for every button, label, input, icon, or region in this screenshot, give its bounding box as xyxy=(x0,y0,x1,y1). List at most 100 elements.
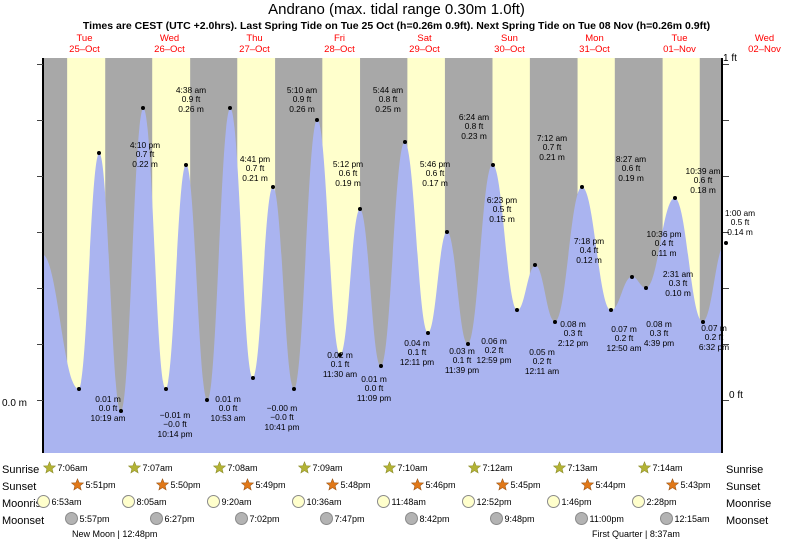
astro-time: 5:57pm xyxy=(79,513,110,524)
tide-label-time: 10:19 am xyxy=(90,412,126,423)
tide-label-meters: 0.10 m xyxy=(665,287,691,298)
astro-cell-sunrise-3: 7:09am xyxy=(297,461,343,474)
day-header-sun-5: Sun 30–Oct xyxy=(475,33,545,55)
sunrise-star-icon xyxy=(127,461,141,474)
day-header-dow: Sat xyxy=(417,33,432,44)
tide-label-time: 11:39 pm xyxy=(444,364,480,375)
row-label-moonset-left: Moonset xyxy=(2,515,45,527)
day-header-wed-8: Wed 02–Nov xyxy=(730,33,793,55)
sunset-star-icon xyxy=(70,478,84,491)
astro-time: 12:52pm xyxy=(476,496,512,507)
tide-label-time: 10:41 pm xyxy=(264,421,300,432)
tide-label-feet: 0.1 ft xyxy=(452,355,472,366)
astro-time: 7:08am xyxy=(227,462,258,473)
astro-cell-moonrise-6: 1:46pm xyxy=(546,495,592,508)
moon-phase-1: First Quarter | 8:37am xyxy=(592,529,680,539)
tide-point-marker xyxy=(97,151,102,156)
day-header-date: 27–Oct xyxy=(239,44,270,55)
axis-label-1ft: 1 ft xyxy=(723,53,737,64)
sunset-star-icon xyxy=(665,478,679,491)
astro-time: 5:51pm xyxy=(85,479,116,490)
tide-subtitle: Times are CEST (UTC +2.0hrs). Last Sprin… xyxy=(82,20,711,32)
tide-label-feet: 0.7 ft xyxy=(542,142,562,153)
tide-point-marker xyxy=(672,196,677,201)
tide-label-meters: 0.17 m xyxy=(422,177,448,188)
tide-label-high-3: 4:38 am 0.9 ft 0.26 m xyxy=(161,85,221,114)
sunrise-star-icon xyxy=(212,461,226,474)
tide-label-feet: 0.3 ft xyxy=(563,328,583,339)
astro-time: 5:45pm xyxy=(510,479,541,490)
tide-point-marker xyxy=(378,364,383,369)
axis-tick xyxy=(723,63,729,65)
sunrise-star-icon xyxy=(297,461,311,474)
axis-tick xyxy=(723,231,729,233)
astro-time: 11:00pm xyxy=(589,513,624,524)
tide-point-marker xyxy=(163,386,168,391)
tide-label-time: 10:36 pm xyxy=(646,229,682,239)
axis-label-0m: 0.0 m xyxy=(2,398,28,409)
day-header-dow: Sun xyxy=(501,33,518,44)
tide-label-time: 12:11 pm xyxy=(399,356,435,367)
astro-cell-sunset-2: 5:49pm xyxy=(240,478,286,491)
astro-cell-moonrise-2: 9:20am xyxy=(206,495,252,508)
axis-tick xyxy=(723,343,729,345)
day-header-tue-7: Tue 01–Nov xyxy=(645,33,715,55)
sunset-star-icon xyxy=(325,478,339,491)
day-header-dow: Thu xyxy=(246,33,263,44)
tide-label-meters: 0.22 m xyxy=(132,158,158,169)
tide-label-high-1: 4:10 pm 0.7 ft 0.22 m xyxy=(115,140,175,169)
day-header-dow: Wed xyxy=(754,33,775,44)
astro-cell-sunset-6: 5:44pm xyxy=(580,478,626,491)
astro-time: 6:53am xyxy=(51,496,82,507)
day-header-date: 02–Nov xyxy=(748,44,781,55)
tide-label-meters: 0.21 m xyxy=(539,151,565,162)
tide-label-high-11: 5:44 am 0.8 ft 0.25 m xyxy=(358,85,418,114)
tide-label-time: 7:18 pm xyxy=(573,236,605,246)
tide-point-marker xyxy=(315,117,320,122)
y-axis-left xyxy=(42,58,44,453)
astro-cell-sunrise-6: 7:13am xyxy=(552,461,598,474)
sunrise-star-icon xyxy=(467,461,481,474)
astro-time: 5:49pm xyxy=(255,479,286,490)
tide-label-feet: 0.1 ft xyxy=(330,359,350,370)
tide-label-feet: 0.4 ft xyxy=(579,245,599,256)
tide-label-meters: 0.08 m xyxy=(646,319,672,329)
row-label-moonrise-right: Moonrise xyxy=(726,498,772,510)
astro-cell-sunrise-0: 7:06am xyxy=(42,461,88,474)
moonset-circle-icon xyxy=(319,512,333,525)
tide-label-meters: 0.01 m xyxy=(361,374,387,384)
tide-label-high-19: 7:12 am 0.7 ft 0.21 m xyxy=(522,133,582,162)
astro-time: 7:47pm xyxy=(334,513,365,524)
astro-time: 11:48am xyxy=(391,496,426,507)
tide-label-time: 12:59 pm xyxy=(476,354,512,365)
row-label-sunset-left: Sunset xyxy=(2,481,37,493)
tide-label-high-23: 8:27 am 0.6 ft 0.19 m xyxy=(601,154,661,183)
day-header-fri-3: Fri 28–Oct xyxy=(305,33,375,55)
moonset-circle-icon xyxy=(574,512,588,525)
day-header-dow: Tue xyxy=(671,33,688,44)
astro-cell-moonset-7: 12:15am xyxy=(659,512,710,525)
astro-time: 2:28pm xyxy=(646,496,677,507)
tide-point-marker xyxy=(630,274,635,279)
tide-point-marker xyxy=(425,330,430,335)
tide-label-feet: 0.6 ft xyxy=(693,175,713,186)
moonrise-circle-icon xyxy=(376,495,390,508)
moonrise-circle-icon xyxy=(36,495,50,508)
tide-label-low-4: 0.01 m 0.0 ft 10:53 am xyxy=(198,394,258,423)
tide-label-feet: 0.6 ft xyxy=(425,168,445,179)
astro-cell-moonset-1: 6:27pm xyxy=(149,512,195,525)
astro-cell-sunrise-1: 7:07am xyxy=(127,461,173,474)
astro-cell-sunrise-2: 7:08am xyxy=(212,461,258,474)
tide-point-marker xyxy=(643,285,648,290)
moonrise-circle-icon xyxy=(291,495,305,508)
astro-time: 7:02pm xyxy=(249,513,280,524)
sunset-star-icon xyxy=(580,478,594,491)
tide-label-meters: 0.21 m xyxy=(242,172,268,183)
tide-label-meters: 0.07 m xyxy=(701,323,727,333)
astro-time: 5:43pm xyxy=(680,479,711,490)
tide-label-feet: 0.2 ft xyxy=(614,333,634,344)
tide-label-meters: 0.25 m xyxy=(375,103,401,114)
day-header-sat-4: Sat 29–Oct xyxy=(390,33,460,55)
tide-label-feet: 0.9 ft xyxy=(181,94,201,105)
astro-cell-moonset-3: 7:47pm xyxy=(319,512,365,525)
